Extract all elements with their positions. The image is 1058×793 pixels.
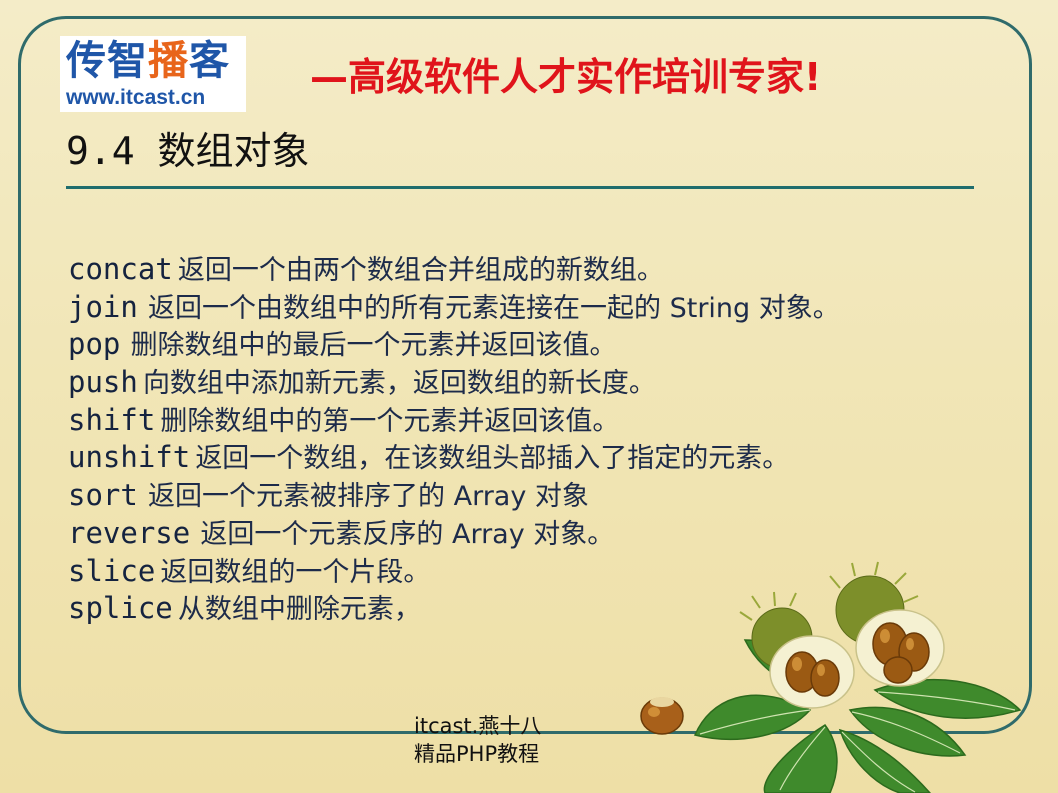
method-name: reverse	[68, 515, 191, 550]
method-list: concat 返回一个由两个数组合并组成的新数组。 join 返回一个由数组中的…	[68, 251, 840, 628]
itcast-logo: 传智播客 www.itcast.cn	[60, 36, 246, 112]
method-description: 返回一个元素反序的 Array 对象。	[200, 518, 615, 550]
logo-chinese-text: 传智播客	[66, 38, 230, 84]
method-name: concat	[68, 252, 173, 286]
leaf-cluster	[693, 639, 1022, 793]
page-title: 9.4 数组对象	[66, 129, 310, 173]
list-item: unshift 返回一个数组，在该数组头部插入了指定的元素。	[68, 439, 840, 477]
method-name: unshift	[68, 440, 191, 475]
list-item: reverse 返回一个元素反序的 Array 对象。	[68, 515, 840, 553]
title-divider	[66, 186, 974, 189]
method-description: 返回一个由数组中的所有元素连接在一起的 String 对象。	[148, 292, 840, 324]
list-item: join 返回一个由数组中的所有元素连接在一起的 String 对象。	[68, 289, 840, 327]
list-item: concat 返回一个由两个数组合并组成的新数组。	[68, 251, 840, 289]
method-name: sort	[68, 478, 138, 513]
footer-line: 精品PHP教程	[414, 742, 540, 766]
logo-url-text: www.itcast.cn	[66, 86, 206, 109]
slide-frame	[18, 16, 1032, 734]
method-description: 返回数组的一个片段。	[160, 556, 431, 588]
method-description: 返回一个数组，在该数组头部插入了指定的元素。	[195, 443, 790, 475]
method-name: push	[68, 365, 138, 400]
method-name: join	[68, 289, 138, 324]
method-name: shift	[68, 402, 156, 437]
method-description: 从数组中删除元素，	[177, 594, 421, 626]
list-item: sort 返回一个元素被排序了的 Array 对象	[68, 477, 840, 515]
list-item: pop 删除数组中的最后一个元素并返回该值。	[68, 326, 840, 364]
method-description: 返回一个由两个数组合并组成的新数组。	[177, 255, 664, 286]
method-name: slice	[68, 553, 156, 588]
method-name: pop	[68, 327, 121, 362]
chestnut-illustration	[693, 561, 1022, 793]
method-description: 向数组中添加新元素，返回数组的新长度。	[142, 368, 656, 400]
slogan: —高级软件人才实作培训专家!	[310, 55, 822, 99]
method-description: 删除数组中的最后一个元素并返回该值。	[130, 330, 617, 362]
method-name: splice	[68, 591, 173, 626]
list-item: push 向数组中添加新元素，返回数组的新长度。	[68, 364, 840, 402]
method-description: 返回一个元素被排序了的 Array 对象	[148, 481, 589, 513]
single-chestnut-icon	[640, 697, 684, 735]
list-item: shift 删除数组中的第一个元素并返回该值。	[68, 402, 840, 440]
list-item: splice 从数组中删除元素，	[68, 590, 840, 628]
footer-line: itcast.燕十八	[414, 714, 542, 738]
list-item: slice 返回数组的一个片段。	[68, 553, 840, 591]
footer-credit: itcast.燕十八 精品PHP教程	[414, 712, 541, 768]
method-description: 删除数组中的第一个元素并返回该值。	[160, 405, 620, 437]
